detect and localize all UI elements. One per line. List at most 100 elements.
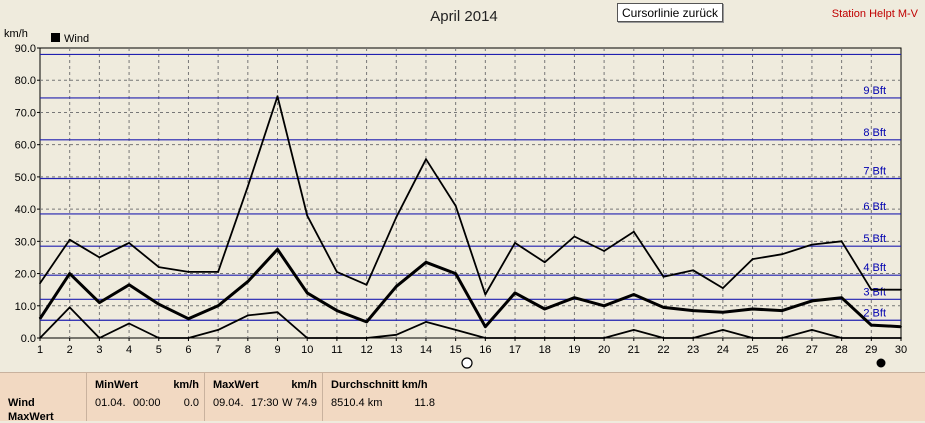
point-min-27 xyxy=(811,329,813,331)
y-tick-label-8: 80.0 xyxy=(15,75,36,87)
y-tick-label-5: 50.0 xyxy=(15,172,36,184)
x-tick-label-2: 2 xyxy=(67,344,73,356)
point-min-15 xyxy=(454,329,457,331)
point-max-21 xyxy=(632,230,635,233)
x-tick-label-14: 14 xyxy=(420,344,432,356)
point-max-16 xyxy=(484,293,487,296)
point-max-7 xyxy=(217,271,220,273)
x-tick-label-6: 6 xyxy=(185,344,191,356)
point-avg-27 xyxy=(811,300,813,302)
x-tick-label-12: 12 xyxy=(360,344,372,356)
y-tick-label-0: 0.0 xyxy=(21,333,36,345)
point-min-8 xyxy=(246,314,249,317)
point-min-24 xyxy=(721,329,724,331)
x-tick-label-5: 5 xyxy=(156,344,162,356)
point-avg-16 xyxy=(484,325,487,328)
point-max-27 xyxy=(811,243,813,246)
point-max-8 xyxy=(246,185,249,188)
point-max-1 xyxy=(39,282,41,285)
point-avg-29 xyxy=(870,324,873,327)
x-tick-label-7: 7 xyxy=(215,344,221,356)
x-tick-label-24: 24 xyxy=(717,344,729,356)
max-date: 09.04. xyxy=(213,397,244,409)
min-unit: km/h xyxy=(173,379,199,391)
y-tick-label-3: 30.0 xyxy=(15,236,36,248)
x-tick-label-3: 3 xyxy=(96,344,102,356)
point-min-9 xyxy=(276,311,279,314)
y-tick-label-1: 10.0 xyxy=(15,301,36,313)
point-avg-17 xyxy=(514,291,516,294)
min-time: 00:00 xyxy=(133,397,161,409)
avg-header: Durchschnitt km/h xyxy=(331,379,428,391)
point-avg-4 xyxy=(128,283,130,286)
x-tick-label-10: 10 xyxy=(301,344,313,356)
x-tick-label-21: 21 xyxy=(628,344,640,356)
x-tick-label-4: 4 xyxy=(126,344,132,356)
y-axis-label: km/h xyxy=(4,28,28,40)
cursor-reset-button[interactable]: Cursorlinie zurück xyxy=(617,3,723,22)
stats-min-box: MinWert km/h 01.04. 00:00 0.0 xyxy=(86,373,205,421)
point-max-9 xyxy=(276,95,279,98)
point-max-26 xyxy=(781,253,784,256)
x-tick-label-20: 20 xyxy=(598,344,610,356)
point-avg-15 xyxy=(454,272,457,275)
point-max-24 xyxy=(721,287,724,289)
x-tick-label-27: 27 xyxy=(806,344,818,356)
point-max-19 xyxy=(573,235,576,238)
point-max-14 xyxy=(425,158,427,161)
chart: April 2014 Station Helpt M-V km/h Wind 2… xyxy=(4,8,919,369)
cursor-end-marker[interactable] xyxy=(876,358,886,368)
y-tick-label-7: 70.0 xyxy=(15,107,36,119)
max-unit: km/h xyxy=(291,379,317,391)
beaufort-label-4: 6 Bft xyxy=(863,201,886,213)
point-avg-25 xyxy=(751,308,754,310)
grid xyxy=(40,48,901,338)
point-avg-8 xyxy=(246,280,249,283)
x-tick-label-28: 28 xyxy=(835,344,847,356)
min-value: 0.0 xyxy=(183,397,199,409)
point-max-20 xyxy=(603,250,606,252)
x-tick-label-23: 23 xyxy=(687,344,699,356)
point-avg-9 xyxy=(276,248,279,251)
point-avg-21 xyxy=(632,293,635,296)
min-header: MinWert xyxy=(95,379,139,391)
chart-title: April 2014 xyxy=(430,8,498,25)
point-min-4 xyxy=(128,322,130,325)
x-tick-label-8: 8 xyxy=(245,344,251,356)
x-tick-label-25: 25 xyxy=(746,344,758,356)
point-max-18 xyxy=(543,261,546,264)
series-min-line xyxy=(39,306,901,339)
x-tick-label-1: 1 xyxy=(37,344,43,356)
cursor-start-marker[interactable] xyxy=(461,357,473,369)
legend-label: Wind xyxy=(64,33,89,45)
point-avg-6 xyxy=(187,317,190,320)
point-max-3 xyxy=(98,256,101,259)
y-ticks: 0.0 10.0 20.0 30.0 40.0 50.0 60.0 70.0 80.0 90.0 xyxy=(15,43,40,345)
beaufort-label-0: 2 Bft xyxy=(863,307,886,319)
y-tick-label-9: 90.0 xyxy=(15,43,36,55)
point-avg-26 xyxy=(781,309,784,312)
point-max-23 xyxy=(692,269,695,272)
point-avg-10 xyxy=(306,291,309,294)
y-tick-label-4: 40.0 xyxy=(15,204,36,216)
stats-avg-box: Durchschnitt km/h 8510.4 km 11.8 xyxy=(322,373,441,421)
y-tick-label-6: 60.0 xyxy=(15,140,36,152)
stats-max-box: MaxWert km/h 09.04. 17:30 W 74.9 xyxy=(204,373,323,421)
min-date: 01.04. xyxy=(95,397,126,409)
point-avg-30 xyxy=(900,325,902,328)
point-avg-11 xyxy=(335,309,338,312)
y-tick-label-2: 20.0 xyxy=(15,269,36,281)
stats-row-label: Wind xyxy=(8,397,35,409)
point-max-5 xyxy=(157,266,160,269)
point-min-21 xyxy=(632,329,635,331)
point-avg-5 xyxy=(157,303,160,306)
point-avg-2 xyxy=(68,272,71,275)
beaufort-label-2: 4 Bft xyxy=(863,262,886,274)
point-max-10 xyxy=(306,214,309,217)
point-avg-23 xyxy=(692,309,695,312)
max-value: W 74.9 xyxy=(282,397,317,409)
point-max-4 xyxy=(128,242,130,244)
x-tick-label-19: 19 xyxy=(568,344,580,356)
max-time: 17:30 xyxy=(251,397,279,409)
beaufort-label-1: 3 Bft xyxy=(863,286,886,298)
